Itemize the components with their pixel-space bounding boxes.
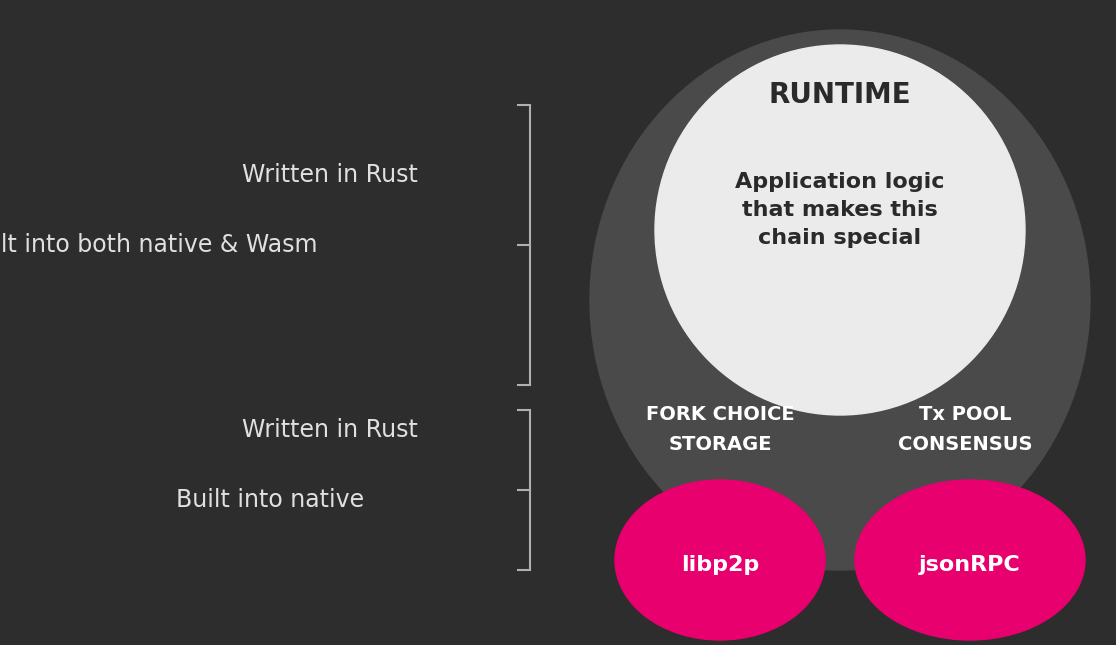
Text: Written in Rust: Written in Rust bbox=[242, 163, 417, 187]
Text: FORK CHOICE: FORK CHOICE bbox=[646, 406, 795, 424]
Text: Built into native: Built into native bbox=[176, 488, 364, 512]
Ellipse shape bbox=[590, 30, 1090, 570]
Circle shape bbox=[655, 45, 1024, 415]
Ellipse shape bbox=[615, 480, 825, 640]
Text: Application logic
that makes this
chain special: Application logic that makes this chain … bbox=[735, 172, 945, 248]
Ellipse shape bbox=[855, 480, 1085, 640]
Text: Built into both native & Wasm: Built into both native & Wasm bbox=[0, 233, 317, 257]
Text: Written in Rust: Written in Rust bbox=[242, 418, 417, 442]
Text: RUNTIME: RUNTIME bbox=[769, 81, 912, 109]
Text: CONSENSUS: CONSENSUS bbox=[897, 435, 1032, 455]
Text: STORAGE: STORAGE bbox=[668, 435, 772, 455]
Text: Tx POOL: Tx POOL bbox=[918, 406, 1011, 424]
Text: jsonRPC: jsonRPC bbox=[920, 555, 1021, 575]
Text: libp2p: libp2p bbox=[681, 555, 759, 575]
